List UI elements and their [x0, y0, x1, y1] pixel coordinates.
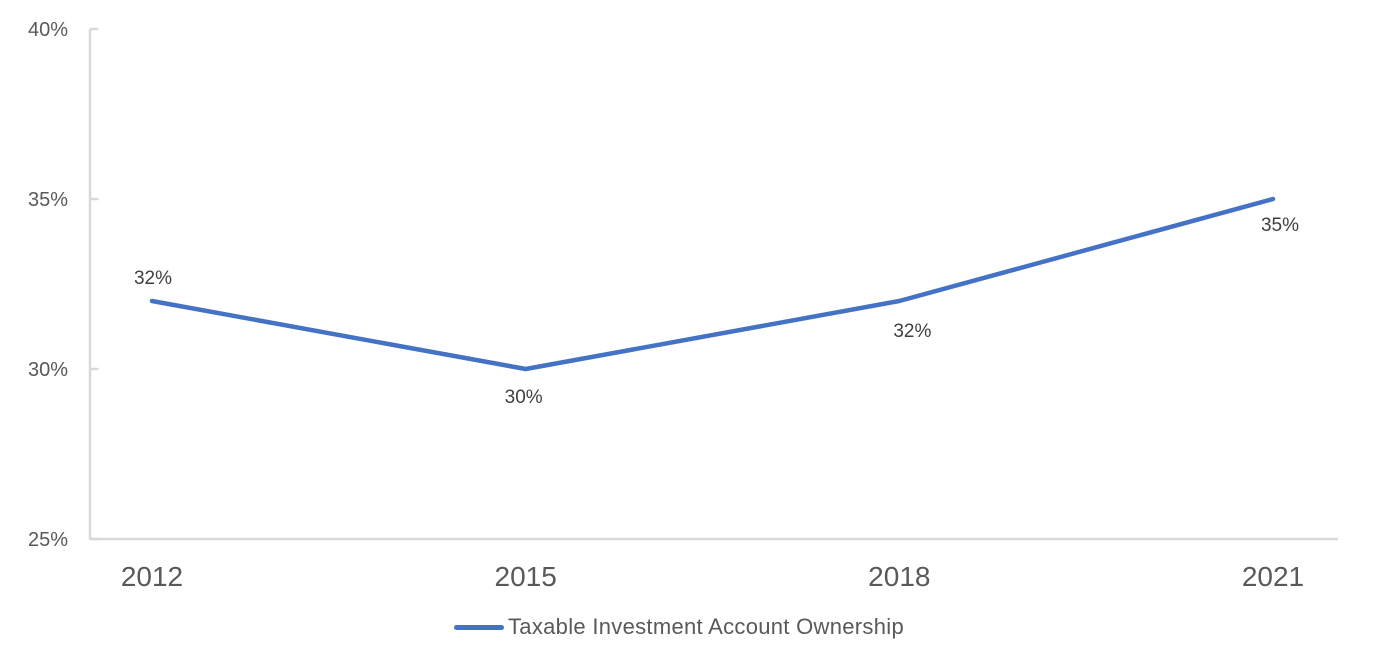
data-label: 35% — [1261, 215, 1299, 236]
y-tick-label: 25% — [28, 529, 68, 551]
legend-label: Taxable Investment Account Ownership — [507, 614, 904, 639]
x-tick-label: 2015 — [495, 561, 557, 592]
y-tick-label: 40% — [28, 19, 68, 41]
data-label: 32% — [893, 321, 931, 342]
x-tick-label: 2012 — [121, 561, 183, 592]
series-line — [149, 196, 1276, 372]
data-label: 30% — [505, 387, 543, 408]
x-tick-label: 2021 — [1242, 561, 1304, 592]
y-tick-label: 35% — [28, 189, 68, 211]
y-tick-label: 30% — [28, 359, 68, 381]
x-tick-label: 2018 — [868, 561, 930, 592]
data-label: 32% — [134, 268, 172, 289]
legend: Taxable Investment Account Ownership — [0, 609, 1358, 645]
legend-line-swatch — [453, 624, 504, 630]
